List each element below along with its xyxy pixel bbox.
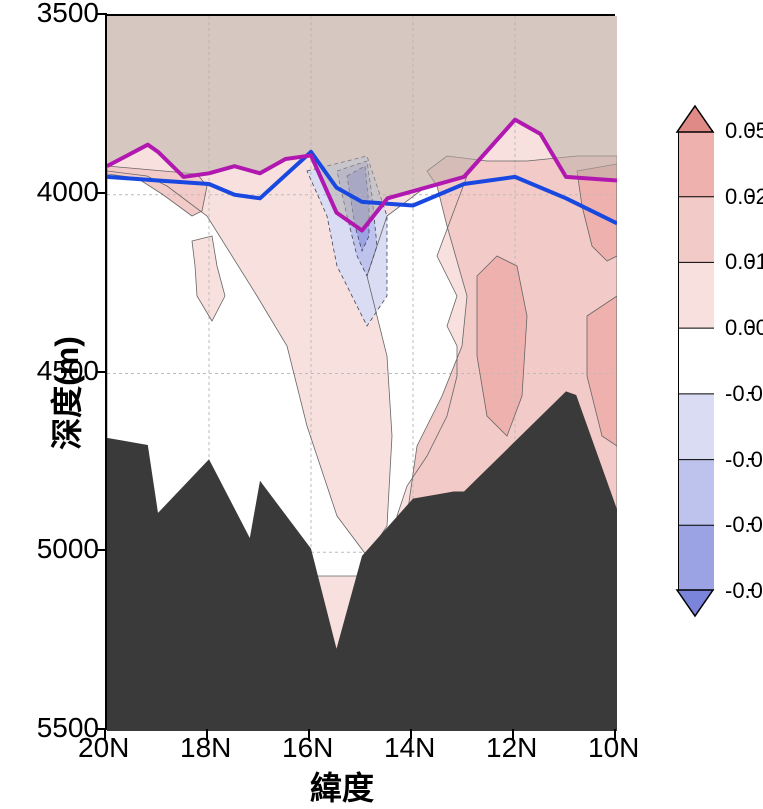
y-tick-label: 5000 [37, 533, 99, 565]
colorbar-tick-label: -0.02 [725, 512, 763, 538]
y-axis-label: 深度(m) [42, 336, 88, 450]
colorbar-svg [679, 131, 714, 591]
plot-svg [107, 16, 617, 731]
colorbar-tick-label: -0.01 [725, 447, 763, 473]
colorbar-cap-bottom [673, 588, 718, 618]
y-tick-label: 4000 [37, 176, 99, 208]
colorbar-tick-label: -0.05 [725, 578, 763, 604]
plot-area [105, 14, 615, 729]
colorbar [678, 130, 713, 590]
chart-container: 35004000450050005500 20N18N16N14N12N10N … [0, 0, 763, 798]
colorbar-tick-label: -0.003 [725, 381, 763, 407]
colorbar-tick-label: 0.01 [725, 249, 763, 275]
colorbar-tick-label: 0.05 [725, 118, 763, 144]
colorbar-tick-label: 0.003 [725, 315, 763, 341]
colorbar-tick-label: 0.02 [725, 184, 763, 210]
y-tick-label: 3500 [37, 0, 99, 29]
x-axis-label: 緯度 [310, 763, 374, 809]
colorbar-cap-top [673, 104, 718, 134]
